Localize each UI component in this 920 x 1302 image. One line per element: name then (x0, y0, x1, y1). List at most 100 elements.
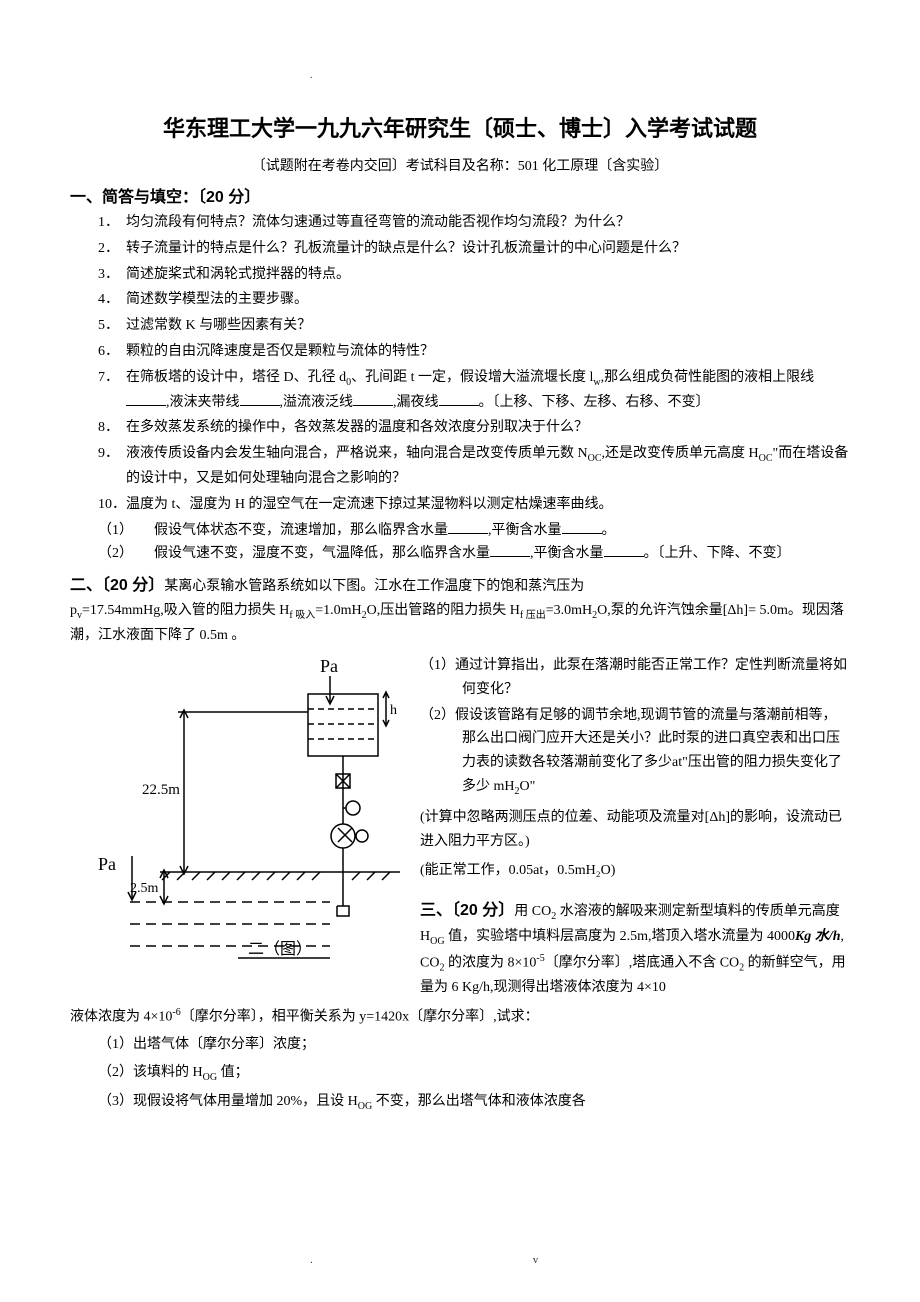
q5-text: 过滤常数 K 与哪些因素有关？ (126, 318, 311, 333)
s3-p1: （1）出塔气体〔摩尔分率〕浓度； (70, 1033, 850, 1057)
q10-sub2-b: ,平衡含水量 (530, 546, 604, 561)
s2-r1-t: 通过计算指出，此泵在落潮时能否正常工作？定性判断流量将如何变化？ (455, 658, 847, 697)
s3-p2-n: （2） (98, 1065, 133, 1080)
q10-sub1: （1）假设气体状态不变，流速增加，那么临界含水量,平衡含水量。 (70, 519, 850, 543)
s2-r2-a: 假设该管路有足够的调节余地,现调节管的流量与落潮前相等，那么出口阀门应开大还是关… (455, 708, 842, 794)
q9: 9．液液传质设备内会发生轴向混合，严格说来，轴向混合是改变传质单元数 NOC,还… (70, 442, 850, 491)
q4-num: 4． (98, 288, 126, 312)
blank-7-2 (240, 391, 280, 406)
section-2-row: Pa h (70, 654, 850, 1000)
q8: 8．在多效蒸发系统的操作中，各效蒸发器的温度和各效浓度分别取决于什么？ (70, 416, 850, 440)
section-2: 二、〔20 分〕某离心泵输水管路系统如以下图。江水在工作温度下的饱和蒸汽压为 p… (70, 572, 850, 648)
s2-r1: （1）通过计算指出，此泵在落潮时能否正常工作？定性判断流量将如何变化？ (420, 654, 850, 702)
s3-p3-n: （3） (98, 1094, 133, 1109)
q7-text-b: 、孔间距 t 一定，假设增大溢流堰长度 l (351, 370, 593, 385)
blank-7-3 (353, 391, 393, 406)
page-title: 华东理工大学一九九六年研究生〔硕士、博士〕入学考试试题 (70, 111, 850, 143)
q8-num: 8． (98, 416, 126, 440)
fig-h2: 2.5m (130, 881, 159, 896)
s3-p2-t: 该填料的 H (133, 1065, 203, 1080)
q7-text-e: ,溢流液泛线 (280, 395, 354, 410)
q10-sub2-a: 假设气速不变，湿度不变，气温降低，那么临界含水量 (154, 546, 490, 561)
q5-num: 5． (98, 314, 126, 338)
s2-l2d: O,压出管路的阻力损失 H (367, 603, 520, 618)
figure-column: Pa h (70, 654, 410, 989)
s2-answer: (能正常工作，0.05at，0.5mH₂O) (420, 859, 850, 883)
footer-left: . (310, 1254, 313, 1266)
q1-num: 1． (98, 211, 126, 235)
q10-text: 温度为 t、湿度为 H 的湿空气在一定流速下掠过某湿物料以测定枯燥速率曲线。 (126, 497, 613, 512)
s3-c: 值，实验塔中填料层高度为 2.5m,塔顶入塔水流量为 4000 (445, 929, 795, 944)
s2-r2: （2）假设该管路有足够的调节余地,现调节管的流量与落潮前相等，那么出口阀门应开大… (420, 704, 850, 800)
q2-text: 转子流量计的特点是什么？孔板流量计的缺点是什么？设计孔板流量计的中心问题是什么？ (126, 241, 686, 256)
s3-p3-sub: OG (358, 1101, 372, 1112)
blank-7-1 (126, 391, 166, 406)
s2-l2c: =1.0mH (315, 603, 361, 618)
s3-p1-n: （1） (98, 1037, 133, 1052)
q4-text: 简述数学模型法的主要步骤。 (126, 292, 308, 307)
footer-right: v (533, 1254, 539, 1266)
q2-num: 2． (98, 237, 126, 261)
q7-num: 7． (98, 366, 126, 390)
s2-sub-f2: f 压出 (520, 610, 546, 621)
q9-text-a: 液液传质设备内会发生轴向混合，严格说来，轴向混合是改变传质单元数 N (126, 446, 588, 461)
s3-p1-t: 出塔气体〔摩尔分率〕浓度； (133, 1037, 315, 1052)
s3-kg: Kg 水/h (795, 929, 841, 944)
fig-label: 二（图） (248, 940, 312, 958)
s2-inline-a: 某离心泵输水管路系统如以下图。江水在工作温度下的饱和蒸汽压为 (164, 579, 584, 594)
q9-sub-noc: OC (588, 453, 602, 464)
s3-sub-hog: OG (430, 936, 444, 947)
q9-sub-hoc: OC (759, 453, 773, 464)
q7-text-f: ,漏夜线 (393, 395, 439, 410)
q10-sub2-c: 。〔上升、下降、不变〕 (644, 546, 791, 561)
s2-sub-f1: f 吸入 (289, 610, 315, 621)
q4: 4．简述数学模型法的主要步骤。 (70, 288, 850, 312)
fig-pa-top: Pa (320, 656, 338, 676)
s3-e: 的浓度为 8×10 (444, 955, 536, 970)
top-dot: . (310, 70, 850, 81)
blank-10-1 (448, 519, 488, 534)
s3-sup-5: -5 (536, 953, 544, 964)
q3: 3．简述旋桨式和涡轮式搅拌器的特点。 (70, 263, 850, 287)
q10-sub1-b: ,平衡含水量 (488, 523, 562, 538)
blank-7-4 (439, 391, 479, 406)
s2-r1-n: （1） (420, 658, 455, 673)
q6-text: 颗粒的自由沉降速度是否仅是颗粒与流体的特性？ (126, 344, 434, 359)
section-3-head: 三、〔20 分〕 (420, 902, 514, 919)
q1-text: 均匀流段有何特点？流体匀速通过等直径弯管的流动能否视作均匀流段？为什么？ (126, 215, 630, 230)
q7-text-g: 。〔上移、下移、左移、右移、不变〕 (479, 395, 710, 410)
q7: 7．在筛板塔的设计中，塔径 D、孔径 d0、孔间距 t 一定，假设增大溢流堰长度… (70, 366, 850, 415)
q10-sub2-num: （2） (98, 542, 154, 566)
q6-num: 6． (98, 340, 126, 364)
s2-l2e: =3.0mH (546, 603, 592, 618)
blank-10-4 (604, 542, 644, 557)
s3-p2-t2: 值； (217, 1065, 249, 1080)
page-subtitle: 〔试题附在考卷内交回〕考试科目及名称：501 化工原理〔含实验〕 (70, 155, 850, 175)
s3-p2-sub: OG (203, 1072, 217, 1083)
blank-10-2 (562, 519, 602, 534)
blank-10-3 (490, 542, 530, 557)
s2-r2-n: （2） (420, 708, 455, 723)
q3-text: 简述旋桨式和涡轮式搅拌器的特点。 (126, 267, 350, 282)
q9-text-b: ,还是改变传质单元高度 H (602, 446, 759, 461)
q6: 6．颗粒的自由沉降速度是否仅是颗粒与流体的特性？ (70, 340, 850, 364)
section-1-head: 一、简答与填空：〔20 分〕 (70, 183, 850, 207)
q7-sub-lw: w (593, 377, 600, 388)
fig-pa-left: Pa (98, 854, 116, 874)
q10: 10．温度为 t、湿度为 H 的湿空气在一定流速下掠过某湿物料以测定枯燥速率曲线… (70, 493, 850, 517)
q10-sub1-num: （1） (98, 519, 154, 543)
q1: 1．均匀流段有何特点？流体匀速通过等直径弯管的流动能否视作均匀流段？为什么？ (70, 211, 850, 235)
q7-text-c: ,那么组成负荷性能图的液相上限线 (601, 370, 815, 385)
section-3-inline: 三、〔20 分〕用 CO2 水溶液的解吸来测定新型填料的传质单元高度 HOG 值… (420, 897, 850, 1000)
page-footer: . v (0, 1254, 920, 1266)
q10-sub2: （2）假设气速不变，湿度不变，气温降低，那么临界含水量 ,平衡含水量 。〔上升、下降… (70, 542, 850, 566)
s3-f: 〔摩尔分率〕,塔底通入不含 CO (545, 955, 739, 970)
s3-sup-6: -6 (172, 1007, 180, 1018)
svg-text:h: h (390, 703, 397, 718)
question-list: 1．均匀流段有何特点？流体匀速通过等直径弯管的流动能否视作均匀流段？为什么？ 2… (70, 211, 850, 517)
pump-diagram: Pa h (70, 654, 410, 984)
q8-text: 在多效蒸发系统的操作中，各效蒸发器的温度和各效浓度分别取决于什么？ (126, 420, 588, 435)
q5: 5．过滤常数 K 与哪些因素有关？ (70, 314, 850, 338)
fig-h1: 22.5m (142, 782, 180, 798)
s2-l2b: =17.54mmHg,吸入管的阻力损失 H (82, 603, 289, 618)
